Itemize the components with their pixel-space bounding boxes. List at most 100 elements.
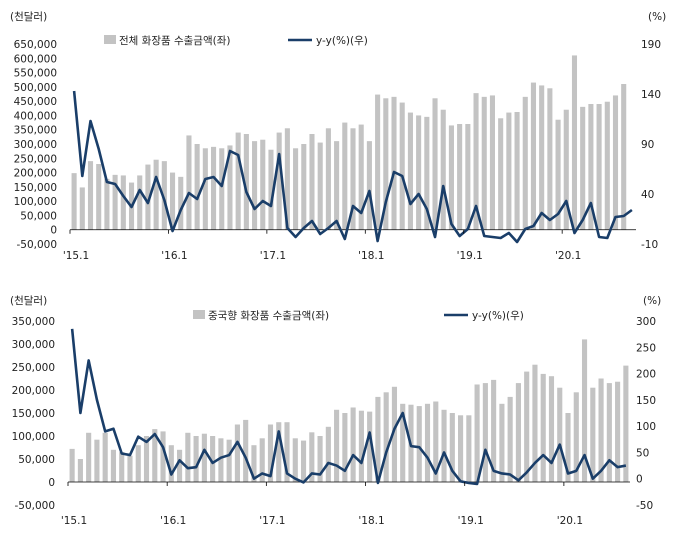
chart-2-left-axis-unit: (천달러)	[10, 295, 47, 307]
chart-1-left-tick-label: 450,000	[14, 96, 57, 108]
chart-2-bar	[168, 445, 174, 482]
chart-2-right-axis-unit: (%)	[643, 295, 661, 307]
chart-2-bar	[251, 445, 257, 482]
chart-1-right-tick-label: 140	[641, 89, 661, 101]
chart-1-bar	[219, 148, 225, 230]
chart-2-bar	[102, 432, 108, 482]
chart-1-left-tick-label: 350,000	[14, 125, 57, 137]
chart-2-right-tick-label: -50	[636, 500, 653, 512]
chart-1-bar	[489, 95, 495, 230]
chart-2-bar	[590, 387, 596, 482]
chart-1-bar	[621, 84, 627, 230]
chart-2-bar	[185, 432, 191, 482]
chart-2-bar	[86, 432, 92, 482]
chart-2-bar	[259, 438, 265, 482]
chart-2-bar	[94, 439, 100, 482]
chart-2-yy-line	[70, 328, 627, 486]
chart-1-bar	[530, 82, 537, 230]
chart-1-bar	[498, 118, 504, 230]
chart-1-bar	[112, 174, 118, 230]
chart-1-bar	[555, 119, 561, 230]
chart-2-bar	[193, 436, 199, 482]
chart-2-line-series	[70, 328, 627, 486]
chart-1-left-axis-unit: (천달러)	[10, 11, 47, 23]
chart-2-legend-bar-label: 중국향 화장품 수출금액(좌)	[208, 310, 329, 322]
chart-1-x-tick-label: '17.1	[260, 250, 286, 262]
chart-1-bar	[383, 98, 389, 230]
chart-2-x-ticks: '15.1 '16.1 '17.1 '18.1 '19.1 '20.1	[61, 482, 583, 527]
chart-1-bar	[440, 109, 446, 230]
chart-2-bar	[540, 373, 546, 482]
chart-1-bar	[342, 122, 348, 230]
chart-1-right-tick-label: -10	[641, 239, 658, 251]
chart-2-bar	[491, 379, 497, 482]
chart-1-bar	[276, 132, 282, 230]
chart-1-bar	[211, 146, 217, 230]
chart-1-bar	[375, 94, 381, 230]
chart-2-bar	[565, 413, 571, 482]
chart-1-left-tick-label: -50,000	[16, 239, 57, 251]
chart-1-left-tick-label: 0	[50, 225, 57, 237]
chart-1-bar	[416, 115, 422, 230]
chart-2-right-tick-label: 50	[636, 447, 649, 459]
chart-2-bar	[433, 401, 439, 482]
chart-2-bars	[69, 339, 629, 482]
chart-2-right-tick-label: 100	[636, 421, 656, 433]
chart-2-x-tick-label: '17.1	[259, 515, 285, 527]
chart-2-bar	[416, 406, 422, 482]
chart-1-bar	[465, 124, 471, 230]
chart-1-left-tick-label: 150,000	[14, 182, 57, 194]
chart-2-left-tick-label: 150,000	[12, 408, 55, 420]
chart-2-bar	[391, 386, 398, 482]
chart-1-left-ticks: -50,000 0 50,000 100,000 150,000 200,000 250,0…	[14, 39, 57, 251]
chart-2-left-tick-label: 350,000	[12, 316, 55, 328]
chart-1-bar	[580, 106, 586, 230]
chart-1-right-axis-unit: (%)	[648, 11, 666, 23]
chart-2-bar	[598, 378, 604, 482]
chart-2-bar	[358, 410, 364, 482]
chart-1-bar	[514, 112, 520, 230]
chart-1-bar	[563, 109, 569, 230]
chart-2-right-tick-label: 150	[636, 395, 656, 407]
chart-2-bar	[524, 371, 530, 482]
chart-2-bar	[69, 448, 75, 482]
chart-2-right-tick-label: 200	[636, 369, 656, 381]
chart-2-bar	[441, 409, 447, 482]
chart-2-bar	[367, 411, 373, 482]
chart-2-bar	[226, 439, 232, 482]
chart-1-x-tick-label: '18.1	[358, 250, 384, 262]
chart-2-bar	[334, 409, 340, 482]
chart-1-bar	[243, 134, 249, 230]
chart-1-left-tick-label: 600,000	[14, 53, 57, 65]
chart-2-bar	[234, 424, 240, 482]
chart-1-bar	[334, 141, 340, 230]
chart-2-bar	[482, 383, 488, 482]
chart-2-bar	[400, 403, 406, 482]
chart-2-bar	[77, 459, 83, 482]
chart-1-left-tick-label: 400,000	[14, 110, 57, 122]
chart-1-bar	[227, 145, 233, 230]
chart-2-bar	[119, 452, 125, 482]
chart-1-legend-bar-label: 전체 화장품 수출금액(좌)	[119, 35, 230, 47]
chart-2-bar	[548, 376, 555, 482]
chart-1-bar	[473, 93, 479, 230]
chart-2-bar	[573, 392, 579, 482]
chart-2-bar	[507, 396, 513, 482]
chart-2-bar	[615, 381, 621, 482]
chart-2-bar	[127, 455, 133, 482]
chart-1-bar	[87, 161, 94, 230]
chart-2-left-tick-label: -50,000	[14, 500, 55, 512]
chart-2-x-tick-label: '15.1	[61, 515, 87, 527]
chart-2-bar	[309, 432, 315, 482]
chart-1-bar	[399, 102, 405, 230]
chart-1-yy-line	[72, 90, 633, 244]
chart-1-bar	[612, 95, 619, 230]
chart-2-bar	[243, 419, 249, 482]
chart-1-bar	[424, 116, 430, 230]
chart-1-bar	[391, 96, 397, 230]
chart-1-bar	[448, 125, 454, 230]
chart-2-right-tick-label: 250	[636, 342, 656, 354]
chart-2-bar	[143, 436, 150, 482]
chart-1-bar	[268, 149, 274, 230]
